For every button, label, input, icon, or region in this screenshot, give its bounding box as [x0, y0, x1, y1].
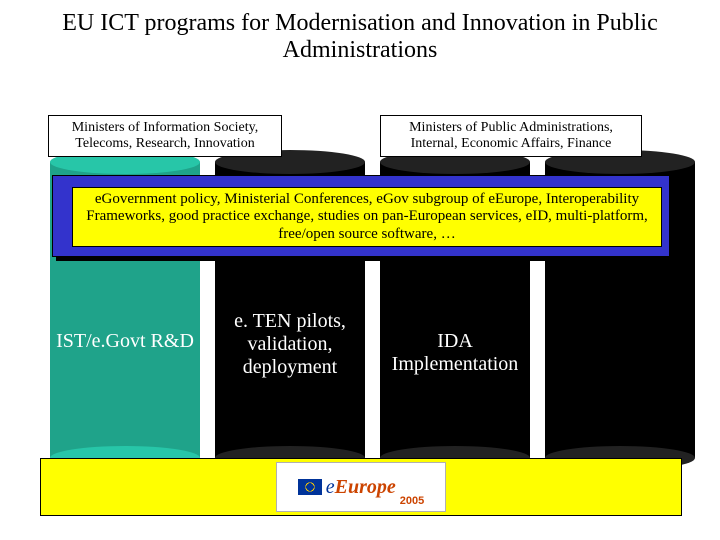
- logo-brand: Europe: [335, 476, 396, 498]
- pillar-label-1: e. TEN pilots, validation, deployment: [215, 310, 365, 379]
- eeurope-logo: eEurope 2005: [276, 462, 446, 512]
- pillar-label-3: Structural Funds: [545, 320, 695, 343]
- logo-e: e: [326, 476, 335, 498]
- logo-text: eEurope: [326, 476, 396, 499]
- slide-title: EU ICT programs for Modernisation and In…: [0, 10, 720, 64]
- slide-stage: { "title": "EU ICT programs for Modernis…: [0, 0, 720, 540]
- logo-year: 2005: [400, 495, 424, 507]
- pillar-label-2: IDA Implementation: [380, 330, 530, 376]
- ministers-right-box: Ministers of Public Administrations, Int…: [380, 115, 642, 157]
- eu-flag-icon: [298, 479, 322, 495]
- ministers-left-box: Ministers of Information Society, Teleco…: [48, 115, 282, 157]
- policy-text-box: eGovernment policy, Ministerial Conferen…: [72, 187, 662, 247]
- pillar-label-0: IST/e.Govt R&D: [50, 330, 200, 353]
